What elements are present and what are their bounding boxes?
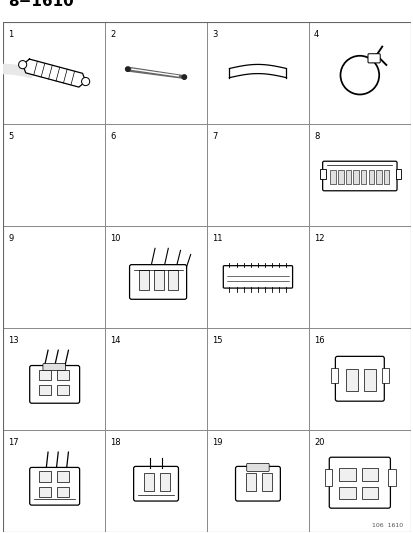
Bar bbox=[261, 473, 272, 491]
FancyBboxPatch shape bbox=[322, 161, 396, 191]
FancyBboxPatch shape bbox=[129, 265, 186, 300]
Text: 9: 9 bbox=[8, 234, 14, 243]
FancyBboxPatch shape bbox=[30, 467, 79, 505]
FancyBboxPatch shape bbox=[328, 457, 389, 508]
Text: 18: 18 bbox=[110, 438, 121, 447]
Bar bbox=[168, 270, 178, 290]
Bar bbox=[352, 170, 358, 184]
Bar bbox=[383, 170, 389, 184]
Text: 15: 15 bbox=[211, 336, 222, 345]
Bar bbox=[394, 169, 400, 179]
Polygon shape bbox=[23, 59, 85, 87]
Bar bbox=[143, 473, 154, 491]
FancyBboxPatch shape bbox=[235, 466, 280, 501]
Text: 5: 5 bbox=[8, 132, 14, 141]
Text: 13: 13 bbox=[8, 336, 19, 345]
Circle shape bbox=[125, 67, 130, 71]
Bar bbox=[324, 470, 332, 486]
Bar bbox=[160, 473, 170, 491]
Text: 11: 11 bbox=[211, 234, 222, 243]
Polygon shape bbox=[0, 64, 32, 78]
Bar bbox=[360, 170, 366, 184]
Circle shape bbox=[182, 75, 186, 79]
Bar bbox=[363, 369, 375, 391]
Text: 8: 8 bbox=[313, 132, 318, 141]
Bar bbox=[339, 469, 355, 481]
Text: 7: 7 bbox=[211, 132, 217, 141]
Text: 10: 10 bbox=[110, 234, 121, 243]
Bar bbox=[361, 469, 377, 481]
FancyBboxPatch shape bbox=[246, 463, 268, 472]
Bar bbox=[39, 472, 51, 482]
Bar bbox=[361, 487, 377, 499]
Bar bbox=[245, 473, 255, 491]
Bar bbox=[387, 470, 394, 486]
Bar bbox=[39, 487, 51, 497]
Bar bbox=[368, 170, 373, 184]
Text: 16: 16 bbox=[313, 336, 324, 345]
Text: 1: 1 bbox=[8, 30, 14, 39]
Bar bbox=[330, 368, 337, 383]
Circle shape bbox=[81, 77, 90, 86]
Bar bbox=[337, 170, 343, 184]
Bar bbox=[57, 487, 69, 497]
Bar bbox=[57, 385, 69, 395]
Bar bbox=[57, 369, 69, 380]
Text: 6: 6 bbox=[110, 132, 115, 141]
Text: 12: 12 bbox=[313, 234, 324, 243]
Text: 14: 14 bbox=[110, 336, 121, 345]
Bar bbox=[153, 270, 163, 290]
Text: 8−1610: 8−1610 bbox=[8, 0, 74, 9]
Bar bbox=[375, 170, 381, 184]
Bar bbox=[381, 368, 389, 383]
Text: 106  1610: 106 1610 bbox=[370, 522, 402, 528]
Bar bbox=[319, 169, 325, 179]
Text: 20: 20 bbox=[313, 438, 324, 447]
Bar bbox=[39, 385, 51, 395]
Bar bbox=[138, 270, 149, 290]
Bar bbox=[57, 472, 69, 482]
Text: 2: 2 bbox=[110, 30, 115, 39]
Circle shape bbox=[339, 56, 378, 94]
FancyBboxPatch shape bbox=[43, 364, 65, 370]
Bar bbox=[345, 170, 350, 184]
FancyBboxPatch shape bbox=[30, 366, 79, 403]
Bar bbox=[39, 369, 51, 380]
FancyBboxPatch shape bbox=[133, 466, 178, 501]
FancyBboxPatch shape bbox=[367, 54, 379, 63]
FancyBboxPatch shape bbox=[335, 357, 383, 401]
Circle shape bbox=[19, 61, 27, 69]
FancyBboxPatch shape bbox=[223, 265, 292, 288]
Bar bbox=[345, 369, 357, 391]
Text: 4: 4 bbox=[313, 30, 318, 39]
Text: 17: 17 bbox=[8, 438, 19, 447]
Bar bbox=[330, 170, 335, 184]
Bar bbox=[339, 487, 355, 499]
Polygon shape bbox=[127, 67, 184, 78]
Text: 3: 3 bbox=[211, 30, 217, 39]
Text: 19: 19 bbox=[211, 438, 222, 447]
